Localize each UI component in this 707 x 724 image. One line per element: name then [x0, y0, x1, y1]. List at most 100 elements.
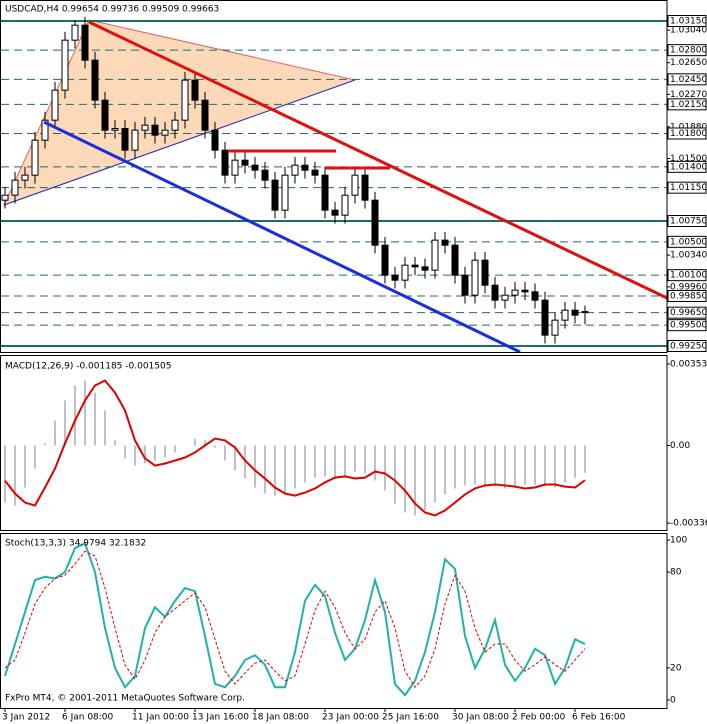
candle-body [421, 266, 429, 271]
level-label-box [667, 269, 707, 282]
candle-body [541, 299, 549, 336]
level-label: 1.02800 [670, 46, 707, 56]
candle-body [181, 79, 189, 121]
candle-body [141, 124, 149, 131]
candle-body [441, 239, 449, 246]
candle-body [331, 209, 339, 216]
candle-body [411, 264, 419, 268]
y-tick-label: 0.00353 [670, 360, 707, 370]
candle-body [111, 128, 119, 131]
candle-body [101, 99, 109, 131]
support-line [43, 120, 521, 354]
x-tick-label: 3 Jan 2012 [2, 713, 50, 723]
candle-body [121, 128, 129, 151]
candle-body [71, 24, 79, 41]
level-label: 1.01150 [670, 183, 707, 193]
indicator-title: MACD(12,26,9) -0.001185 -0.001505 [5, 362, 171, 372]
level-label-box [667, 73, 707, 86]
candle-body [371, 199, 379, 246]
indicator-line [4, 541, 586, 697]
level-label: 1.03150 [670, 17, 707, 27]
marks [1, 16, 667, 697]
candle-body [571, 309, 579, 316]
candle-body [311, 169, 319, 176]
level-label-box [667, 290, 707, 302]
candle-body [31, 139, 39, 176]
level-label: 1.02450 [670, 75, 707, 85]
y-tick-label: 1.00340 [670, 251, 707, 261]
candle-body [511, 289, 519, 296]
candle-body [401, 264, 409, 281]
candle-body [391, 274, 399, 281]
candle-body [201, 99, 209, 131]
candle-body [501, 294, 509, 301]
candle-body [81, 24, 89, 61]
candle-body [241, 159, 249, 166]
candle-body [51, 89, 59, 121]
candle-body [161, 129, 169, 136]
candle-body [321, 174, 329, 211]
indicator-title: Stoch(13,3,3) 34.9794 32.1832 [5, 539, 146, 549]
candle-body [461, 274, 469, 296]
level-label-box [667, 181, 707, 194]
level-label: 0.99650 [670, 308, 707, 318]
chart-title: USDCAD,H4 0.99654 0.99736 0.99509 0.9966… [5, 5, 219, 15]
level-label: 1.01800 [670, 129, 707, 139]
candle-body [91, 59, 99, 101]
candle-body [171, 119, 179, 131]
candle-body [551, 319, 559, 336]
level-label-box [667, 127, 707, 140]
level-label: 1.00750 [670, 217, 707, 227]
level-label: 1.01400 [670, 162, 707, 172]
trend-line [3, 79, 356, 206]
candle-body [1, 194, 9, 201]
candle-body [281, 174, 289, 211]
level-label-box [667, 160, 707, 173]
candle-body [231, 159, 239, 176]
candle-body [221, 149, 229, 176]
level-label-box [667, 319, 707, 332]
level-label: 1.02150 [670, 100, 707, 110]
y-tick-label: 1.02650 [670, 58, 707, 68]
y-tick-label: 1.03040 [670, 26, 707, 36]
y-tick-label: 1.01880 [670, 122, 707, 132]
indicator-line [4, 379, 586, 517]
x-tick-label: 6 Jan 08:00 [62, 713, 114, 723]
level-label-box [667, 306, 707, 319]
level-label: 0.99850 [670, 292, 707, 302]
x-tick-label: 25 Jan 16:00 [382, 713, 439, 723]
candle-body [301, 164, 309, 171]
y-tick-label: 0.99960 [670, 282, 707, 292]
candle-body [21, 174, 29, 181]
candle-body [531, 291, 539, 301]
y-tick-label: 100 [670, 536, 687, 546]
panel-frame [0, 0, 668, 353]
y-tick-label: 1.02270 [670, 90, 707, 100]
candle-body [361, 174, 369, 201]
indicator-line [4, 550, 586, 689]
candle-body [251, 164, 259, 171]
level-label-box [667, 235, 707, 248]
candle-body [481, 259, 489, 286]
level-label-box [667, 98, 707, 111]
candle-body [521, 289, 529, 293]
level-label-box [667, 15, 707, 27]
candle-body [271, 179, 279, 211]
panel-frame [0, 355, 668, 531]
y-tick-label: 20 [670, 664, 682, 674]
x-tick-label: 2 Feb 00:00 [512, 713, 566, 723]
candle-body [491, 284, 499, 301]
resistance-line [88, 20, 668, 300]
x-tick-label: 6 Feb 16:00 [572, 713, 626, 723]
candle-body [351, 174, 359, 196]
level-label: 1.00500 [670, 237, 707, 247]
x-tick-label: 23 Jan 00:00 [322, 713, 379, 723]
level-label: 1.00100 [670, 271, 707, 281]
x-tick-label: 13 Jan 16:00 [192, 713, 249, 723]
y-tick-label: 0 [670, 696, 676, 706]
candle-body [211, 129, 219, 151]
y-tick-label: -0.00336 [670, 519, 707, 529]
candle-body [471, 259, 479, 296]
level-label: 0.99500 [670, 321, 707, 331]
